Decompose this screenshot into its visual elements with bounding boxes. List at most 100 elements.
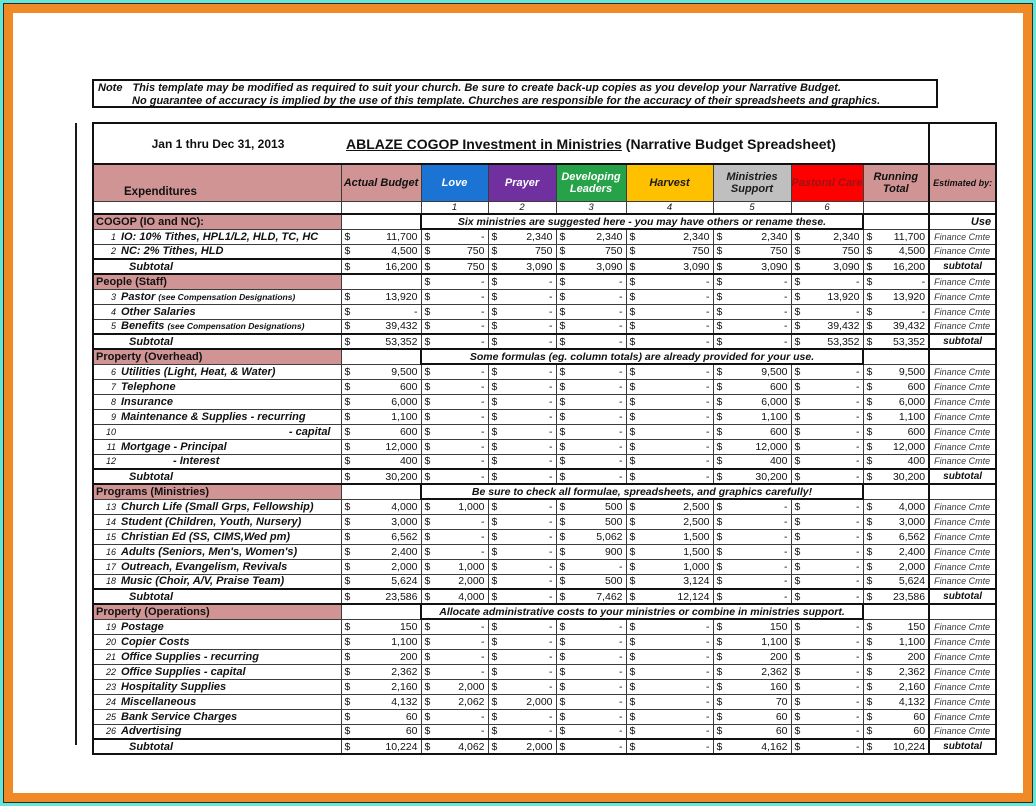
amount: 60	[775, 710, 788, 723]
money-cell: $ -	[555, 423, 627, 440]
money-cell: $ -	[420, 618, 489, 635]
dollar-sign: $	[491, 380, 498, 393]
row-label-cell: 19 Postage	[92, 618, 342, 635]
section-header-row: Property (Operations) Allocate administra…	[92, 603, 998, 620]
dollar-sign: $	[559, 335, 566, 348]
amount: -	[481, 635, 485, 648]
money-cell: $2,340	[487, 228, 557, 245]
estimator-name: Finance Cmte	[934, 456, 991, 467]
dollar-sign: $	[491, 245, 498, 258]
money-cell: $750	[790, 243, 864, 260]
money-cell: $ -	[555, 408, 627, 425]
money-cell: $ -	[555, 738, 627, 755]
amount: -	[619, 665, 623, 678]
dollar-sign: $	[794, 740, 801, 753]
date-range: Jan 1 thru Dec 31, 2013	[151, 136, 285, 151]
dollar-sign: $	[716, 620, 723, 633]
dollar-sign: $	[424, 425, 431, 438]
money-cell: $200	[712, 648, 792, 665]
money-cell: $ -	[625, 333, 714, 350]
dollar-sign: $	[794, 650, 801, 663]
row-label-cell: 16 Adults (Seniors, Men's, Women's)	[92, 543, 342, 560]
money-cell: $1,000	[625, 558, 714, 575]
money-cell: $3,000	[340, 513, 422, 530]
estimated-cell: Finance Cmte	[928, 363, 998, 380]
estimator-name: Finance Cmte	[934, 411, 991, 422]
amount: -	[481, 275, 485, 288]
amount: -	[549, 425, 553, 438]
dollar-sign: $	[716, 530, 723, 543]
money-cell: $2,000	[487, 738, 557, 755]
amount: 53,352	[892, 335, 926, 348]
dollar-sign: $	[629, 275, 636, 288]
amount: 39,432	[827, 320, 860, 333]
estimator-name: Finance Cmte	[934, 516, 991, 527]
money-cell: $ -	[420, 708, 489, 725]
money-cell: $ -	[487, 678, 557, 695]
amount: -	[549, 530, 553, 543]
row-number: 2	[110, 246, 116, 257]
amount: 160	[769, 680, 788, 693]
money-cell: $ -	[790, 708, 864, 725]
amount: -	[619, 740, 623, 753]
dollar-sign: $	[629, 500, 636, 513]
money-cell: $2,400	[340, 543, 422, 560]
estimator-name: Finance Cmte	[934, 696, 991, 707]
row-label: Office Supplies - recurring	[121, 650, 259, 663]
dollar-sign: $	[794, 680, 801, 693]
money-cell: $53,352	[340, 333, 422, 350]
dollar-sign: $	[424, 395, 431, 408]
expense-row: 3 Pastor (see Compensation Designations) $…	[92, 288, 998, 305]
dollar-sign: $	[866, 305, 873, 318]
dollar-sign: $	[491, 395, 498, 408]
amount: 1,100	[391, 635, 418, 648]
estimated-cell: Finance Cmte	[928, 393, 998, 410]
dollar-sign: $	[794, 590, 801, 603]
blank-cell	[92, 200, 342, 215]
money-cell: $ -	[712, 333, 792, 350]
money-cell: $900	[555, 543, 627, 560]
money-cell: $6,562	[340, 528, 422, 545]
amount: 200	[399, 650, 418, 663]
money-cell: $2,362	[862, 663, 930, 680]
amount: -	[784, 335, 788, 348]
dollar-sign: $	[424, 305, 431, 318]
dollar-sign: $	[629, 365, 636, 378]
estimated-cell: Finance Cmte	[928, 273, 998, 290]
dollar-sign: $	[344, 575, 351, 588]
dollar-sign: $	[629, 335, 636, 348]
estimated-cell: Finance Cmte	[928, 633, 998, 650]
row-label: Subtotal	[129, 260, 173, 273]
row-label-cell: 2 NC: 2% Tithes, HLD	[92, 243, 342, 260]
amount: 3,090	[833, 260, 860, 273]
amount: -	[856, 725, 860, 738]
amount: 600	[399, 425, 418, 438]
subtotal-row: Subtotal $10,224 $4,062 $2,000 $ - $ - $4,162 $ - $…	[92, 738, 998, 755]
dollar-sign: $	[866, 560, 873, 573]
expense-row: 1 IO: 10% Tithes, HPL1/L2, HLD, TC, HC $11…	[92, 228, 998, 245]
amount: -	[619, 710, 623, 723]
money-cell: $1,000	[420, 558, 489, 575]
estimator-name: Finance Cmte	[934, 621, 991, 632]
row-label-cell: 1 IO: 10% Tithes, HPL1/L2, HLD, TC, HC	[92, 228, 342, 245]
amount: -	[706, 395, 710, 408]
row-label: Music (Choir, A/V, Praise Team)	[121, 575, 285, 588]
dollar-sign: $	[559, 380, 566, 393]
dollar-sign: $	[866, 245, 873, 258]
dollar-sign: $	[629, 665, 636, 678]
subtotal-row: Subtotal $23,586 $4,000 $ - $7,462 $12,124 $ - $ -…	[92, 588, 998, 605]
amount: -	[706, 620, 710, 633]
money-cell: $6,000	[340, 393, 422, 410]
amount: -	[619, 275, 623, 288]
amount: 70	[775, 695, 788, 708]
budget-table: Jan 1 thru Dec 31, 2013 ABLAZE COGOP Inve…	[91, 122, 998, 755]
amount: 60	[913, 725, 926, 738]
row-label: Church Life (Small Grps, Fellowship)	[121, 500, 314, 513]
amount: 4,132	[898, 695, 926, 708]
dollar-sign: $	[491, 440, 498, 453]
money-cell: $3,090	[487, 258, 557, 275]
money-cell: $ -	[790, 618, 864, 635]
dollar-sign: $	[629, 230, 636, 243]
amount: 39,432	[385, 320, 418, 333]
estimated-cell: Finance Cmte	[928, 543, 998, 560]
